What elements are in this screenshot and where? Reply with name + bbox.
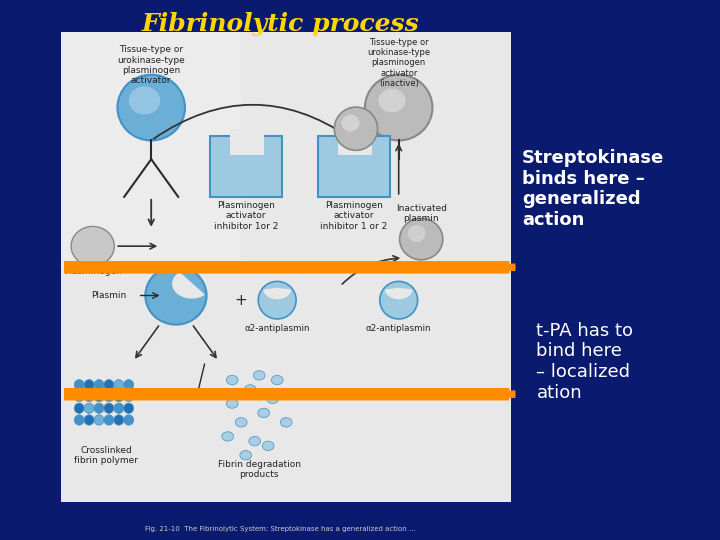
Bar xyxy=(318,136,390,197)
Text: Tissue-type or
urokinase-type
plasminogen
activator
(inactive): Tissue-type or urokinase-type plasminoge… xyxy=(367,38,431,88)
Ellipse shape xyxy=(280,417,292,427)
Ellipse shape xyxy=(235,417,247,427)
Text: Plasminogen
activator
inhibitor 1 or 2: Plasminogen activator inhibitor 1 or 2 xyxy=(320,201,387,231)
Text: Inactivated
plasmin: Inactivated plasmin xyxy=(396,204,446,223)
Ellipse shape xyxy=(84,380,94,390)
Text: Fibrin degradation
products: Fibrin degradation products xyxy=(217,460,301,479)
Ellipse shape xyxy=(94,415,104,425)
Text: Tissue-type or
urokinase-type
plasminogen
activator: Tissue-type or urokinase-type plasminoge… xyxy=(117,45,185,85)
Ellipse shape xyxy=(104,380,114,390)
Text: Crosslinked
fibrin polymer: Crosslinked fibrin polymer xyxy=(74,446,138,465)
Ellipse shape xyxy=(74,392,84,402)
Ellipse shape xyxy=(94,380,104,390)
Text: α2-antiplasmin: α2-antiplasmin xyxy=(245,324,310,333)
Ellipse shape xyxy=(267,394,279,403)
Text: Plasminogen: Plasminogen xyxy=(64,267,122,276)
Ellipse shape xyxy=(341,114,359,132)
Bar xyxy=(230,129,264,154)
Bar xyxy=(210,136,282,197)
Text: Fig. 21-10  The Fibrinolytic System: Streptokinase has a generalized action ...: Fig. 21-10 The Fibrinolytic System: Stre… xyxy=(145,526,416,532)
Ellipse shape xyxy=(71,226,114,266)
Ellipse shape xyxy=(84,415,94,425)
Ellipse shape xyxy=(365,75,433,140)
Ellipse shape xyxy=(74,415,84,425)
Ellipse shape xyxy=(258,408,269,417)
Ellipse shape xyxy=(408,225,426,242)
Ellipse shape xyxy=(244,384,256,394)
Ellipse shape xyxy=(258,281,296,319)
Ellipse shape xyxy=(253,370,265,380)
Ellipse shape xyxy=(114,403,124,414)
Text: t-PA has to
bind here
– localized
ation: t-PA has to bind here – localized ation xyxy=(536,322,634,402)
Ellipse shape xyxy=(124,403,134,414)
Ellipse shape xyxy=(124,415,134,425)
Bar xyxy=(61,32,511,502)
Ellipse shape xyxy=(249,436,261,446)
Ellipse shape xyxy=(124,380,134,390)
Ellipse shape xyxy=(74,380,84,390)
Ellipse shape xyxy=(400,219,443,260)
Ellipse shape xyxy=(226,375,238,384)
Bar xyxy=(338,129,372,154)
Ellipse shape xyxy=(114,380,124,390)
Ellipse shape xyxy=(94,403,104,414)
Ellipse shape xyxy=(104,392,114,402)
Ellipse shape xyxy=(117,75,185,140)
Ellipse shape xyxy=(222,432,233,441)
Ellipse shape xyxy=(74,403,84,414)
Ellipse shape xyxy=(84,403,94,414)
Ellipse shape xyxy=(240,450,251,460)
Ellipse shape xyxy=(84,392,94,402)
Ellipse shape xyxy=(114,392,124,402)
Ellipse shape xyxy=(104,415,114,425)
Text: +: + xyxy=(235,293,248,308)
Ellipse shape xyxy=(104,403,114,414)
Ellipse shape xyxy=(124,392,134,402)
Bar xyxy=(61,32,241,267)
Text: Plasminogen
activator
inhibitor 1or 2: Plasminogen activator inhibitor 1or 2 xyxy=(214,201,278,231)
Ellipse shape xyxy=(145,266,207,325)
Wedge shape xyxy=(173,273,204,298)
Ellipse shape xyxy=(380,281,418,319)
Ellipse shape xyxy=(262,441,274,450)
Text: α2-antiplasmin: α2-antiplasmin xyxy=(366,324,431,333)
Text: Fibrinolytic process: Fibrinolytic process xyxy=(142,12,420,36)
Ellipse shape xyxy=(129,86,160,114)
Ellipse shape xyxy=(334,107,377,150)
Text: Streptokinase
binds here –
generalized
action: Streptokinase binds here – generalized a… xyxy=(522,149,665,229)
Ellipse shape xyxy=(94,392,104,402)
Ellipse shape xyxy=(379,89,405,112)
Ellipse shape xyxy=(226,399,238,408)
Wedge shape xyxy=(264,288,290,299)
Text: Plasmin: Plasmin xyxy=(91,291,127,300)
Wedge shape xyxy=(385,288,412,299)
Ellipse shape xyxy=(114,415,124,425)
Ellipse shape xyxy=(271,375,283,384)
